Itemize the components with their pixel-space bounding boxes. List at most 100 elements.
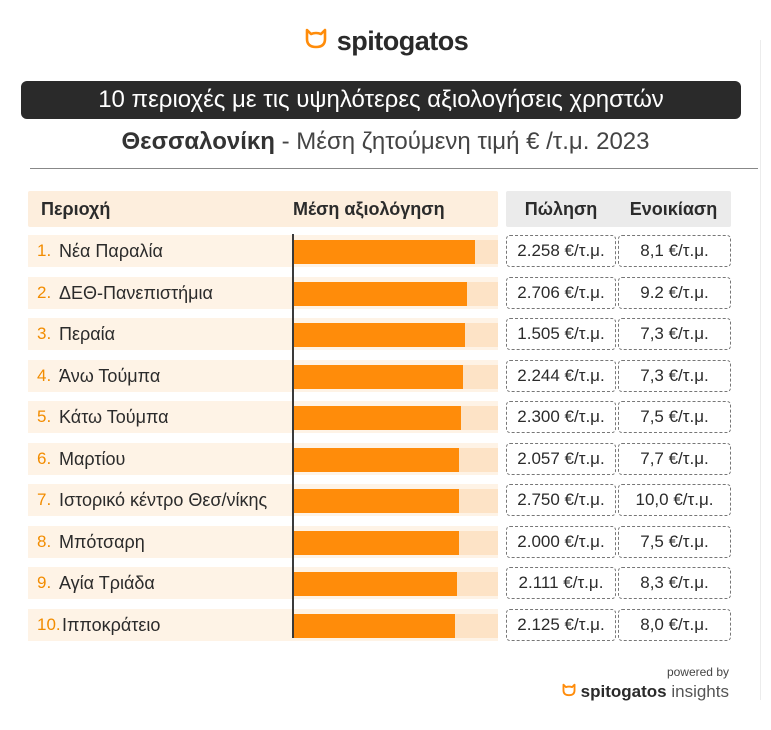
sale-price: 2.258 €/τ.μ. xyxy=(517,241,605,260)
header-rating: Μέση αξιολόγηση xyxy=(293,199,445,219)
rank-number: 7. xyxy=(37,490,52,509)
bar-track xyxy=(292,364,498,389)
subtitle-rest: - Μέση ζητούμενη τιμή € /τ.μ. 2023 xyxy=(274,128,650,155)
rent-price: 8,3 €/τ.μ. xyxy=(640,573,709,592)
rating-bar xyxy=(292,406,461,430)
rank-number: 10. xyxy=(37,614,61,634)
table-row: 9. Αγία Τριάδα 2.111 €/τ.μ. 8,3 €/τ.μ. xyxy=(0,567,771,601)
rent-price-cell: 7,5 €/τ.μ. xyxy=(618,525,731,558)
table-row: 2. ΔΕΘ-Πανεπιστήμια 2.706 €/τ.μ. 9.2 €/τ.μ. xyxy=(0,276,771,311)
rent-price: 8,0 €/τ.μ. xyxy=(640,614,709,634)
rating-bar xyxy=(292,323,465,347)
rent-price: 7,5 €/τ.μ. xyxy=(640,531,709,551)
card-edge xyxy=(760,40,761,700)
rating-bar xyxy=(292,447,459,472)
cat-logo-icon xyxy=(303,24,329,57)
footer-insights: insights xyxy=(666,682,729,701)
rent-price: 7,3 €/τ.μ. xyxy=(640,365,709,385)
table-row: 3. Περαία 1.505 €/τ.μ. 7,3 €/τ.μ. xyxy=(0,318,771,352)
area-name: Μαρτίου xyxy=(59,448,126,469)
bar-track xyxy=(292,281,498,306)
sale-price: 2.057 €/τ.μ. xyxy=(517,448,605,468)
rent-price-cell: 7,7 €/τ.μ. xyxy=(618,442,731,475)
powered-by: powered by xyxy=(666,665,729,679)
footer-brand: spitogatos xyxy=(580,682,667,701)
rent-price-cell: 8,1 €/τ.μ. xyxy=(618,235,731,267)
sale-price-cell: 2.111 €/τ.μ. xyxy=(506,567,616,599)
rating-bar xyxy=(292,613,455,638)
bar-track xyxy=(292,530,498,555)
rent-price: 9.2 €/τ.μ. xyxy=(640,282,709,302)
rating-bar xyxy=(292,364,463,389)
bar-track xyxy=(292,240,498,264)
rating-bar xyxy=(292,489,459,513)
sale-price: 2.111 €/τ.μ. xyxy=(518,573,604,592)
table-row: 10. Ιπποκράτειο 2.125 €/τ.μ. 8,0 €/τ.μ. xyxy=(0,608,771,643)
area-name: Μπότσαρη xyxy=(59,531,145,552)
header-area: Περιοχή xyxy=(41,199,111,219)
rating-bar xyxy=(292,530,459,555)
chart-subtitle: Θεσσαλονίκη - Μέση ζητούμενη τιμή € /τ.μ… xyxy=(0,128,771,156)
rating-bar xyxy=(292,572,457,596)
logo-text: spitogatos xyxy=(336,26,469,56)
bar-track xyxy=(292,489,498,513)
header-rent: Ενοικίαση xyxy=(629,199,718,219)
rent-price-cell: 7,3 €/τ.μ. xyxy=(618,359,731,392)
rank-number: 2. xyxy=(37,282,52,302)
chart-title: 10 περιοχές με τις υψηλότερες αξιολογήσε… xyxy=(21,81,741,119)
bar-track xyxy=(292,447,498,472)
rent-price-cell: 8,0 €/τ.μ. xyxy=(618,608,731,641)
header-sale: Πώληση xyxy=(524,199,598,219)
sale-price: 1.505 €/τ.μ. xyxy=(517,324,605,343)
table-row: 4. Άνω Τούμπα 2.244 €/τ.μ. 7,3 €/τ.μ. xyxy=(0,359,771,394)
sale-price: 2.706 €/τ.μ. xyxy=(517,282,605,302)
table-row: 1. Νέα Παραλία 2.258 €/τ.μ. 8,1 €/τ.μ. xyxy=(0,235,771,269)
footer-logo: spitogatos insights xyxy=(561,682,729,703)
header-right: Πώληση Ενοικίαση xyxy=(506,191,731,227)
rent-price-cell: 10,0 €/τ.μ. xyxy=(618,484,731,516)
table-row: 7. Ιστορικό κέντρο Θεσ/νίκης 2.750 €/τ.μ. 1… xyxy=(0,484,771,518)
rent-price: 7,3 €/τ.μ. xyxy=(640,324,709,343)
sale-price: 2.750 €/τ.μ. xyxy=(517,490,605,509)
rent-price-cell: 7,3 €/τ.μ. xyxy=(618,318,731,350)
area-name: Ιστορικό κέντρο Θεσ/νίκης xyxy=(59,490,268,510)
bar-track xyxy=(292,323,498,347)
sale-price: 2.125 €/τ.μ. xyxy=(517,614,605,634)
sale-price-cell: 1.505 €/τ.μ. xyxy=(506,318,616,350)
table-row: 5. Κάτω Τούμπα 2.300 €/τ.μ. 7,5 €/τ.μ. xyxy=(0,401,771,435)
area-name: Περαία xyxy=(59,324,116,344)
area-name: Κάτω Τούμπα xyxy=(59,407,169,427)
rating-bar xyxy=(292,240,475,264)
sale-price-cell: 2.258 €/τ.μ. xyxy=(506,235,616,267)
rent-price: 8,1 €/τ.μ. xyxy=(640,241,709,260)
rent-price-cell: 9.2 €/τ.μ. xyxy=(618,276,731,309)
table-row: 6. Μαρτίου 2.057 €/τ.μ. 7,7 €/τ.μ. xyxy=(0,442,771,477)
sale-price-cell: 2.706 €/τ.μ. xyxy=(506,276,616,309)
rent-price-cell: 7,5 €/τ.μ. xyxy=(618,401,731,433)
area-name: Άνω Τούμπα xyxy=(59,365,161,386)
bar-track xyxy=(292,572,498,596)
sale-price-cell: 2.244 €/τ.μ. xyxy=(506,359,616,392)
brand-logo: spitogatos xyxy=(0,26,771,59)
sale-price: 2.300 €/τ.μ. xyxy=(517,407,605,426)
area-name: Αγία Τριάδα xyxy=(59,573,155,593)
sale-price: 2.244 €/τ.μ. xyxy=(517,365,605,385)
area-name: ΔΕΘ-Πανεπιστήμια xyxy=(59,282,213,303)
sale-price-cell: 2.000 €/τ.μ. xyxy=(506,525,616,558)
sale-price-cell: 2.300 €/τ.μ. xyxy=(506,401,616,433)
header-left: Περιοχή Μέση αξιολόγηση xyxy=(28,191,498,227)
rank-number: 5. xyxy=(37,407,52,426)
rating-bar xyxy=(292,281,467,306)
divider xyxy=(30,168,758,169)
rank-number: 1. xyxy=(37,241,52,260)
table-row: 8. Μπότσαρη 2.000 €/τ.μ. 7,5 €/τ.μ. xyxy=(0,525,771,560)
sale-price-cell: 2.057 €/τ.μ. xyxy=(506,442,616,475)
rank-number: 8. xyxy=(37,531,52,551)
rank-number: 9. xyxy=(37,573,52,592)
bar-track xyxy=(292,406,498,430)
area-name: Ιπποκράτειο xyxy=(62,614,161,635)
subtitle-city: Θεσσαλονίκη xyxy=(121,128,275,155)
bar-track xyxy=(292,613,498,638)
sale-price-cell: 2.125 €/τ.μ. xyxy=(506,608,616,641)
